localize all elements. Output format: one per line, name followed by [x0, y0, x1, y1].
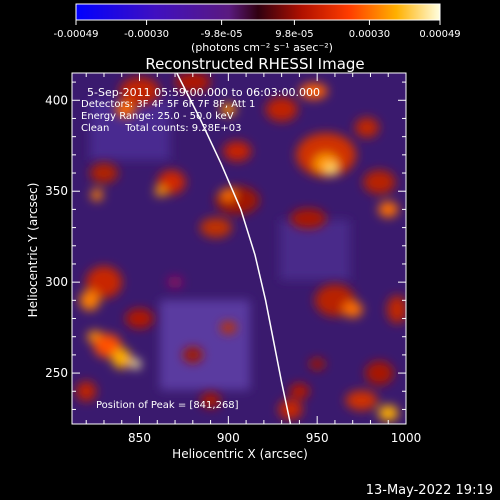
emission-blob	[345, 390, 378, 411]
emission-blob	[387, 295, 406, 324]
emission-blob	[115, 101, 136, 118]
colorbar	[75, 3, 441, 21]
colorbar-tick-label: 0.00030	[349, 29, 390, 40]
emission-blob	[220, 103, 237, 116]
emission-blob	[125, 308, 154, 329]
x-axis-label: Heliocentric X (arcsec)	[172, 447, 308, 461]
emission-blob	[76, 381, 97, 402]
y-tick-label: 400	[45, 93, 68, 107]
emission-blob	[365, 361, 394, 386]
emission-blob	[354, 117, 379, 138]
emission-blob	[223, 141, 252, 162]
x-tick-label: 900	[217, 431, 240, 445]
emission-blob	[111, 348, 132, 369]
y-tick-label: 300	[45, 275, 68, 289]
colorbar-units: (photons cm⁻² s⁻¹ asec⁻²)	[191, 41, 333, 54]
peak-position-label: Position of Peak = [841,268]	[96, 400, 239, 411]
annotation-clean: Clean Total counts: 9.28E+03	[81, 123, 241, 134]
y-axis-label: Heliocentric Y (arcsec)	[26, 183, 40, 318]
x-tick-label: 850	[128, 431, 151, 445]
colorbar-tick-label: -0.00049	[54, 29, 99, 40]
emission-blob	[289, 383, 310, 400]
emission-blob	[299, 83, 328, 100]
axes: 850 900 950 1000 250 300 350 400	[45, 73, 421, 445]
emission-blob	[220, 188, 237, 201]
chart-title: Reconstructed RHESSI Image	[145, 55, 364, 73]
emission-blob	[290, 208, 327, 229]
colorbar-ticks: -0.00049 -0.00030 -9.8e-05 9.8e-05 0.00030 0.…	[54, 20, 461, 40]
x-tick-label: 950	[306, 431, 329, 445]
emission-blob	[309, 357, 326, 370]
heatmap-image	[72, 73, 406, 424]
emission-blob	[85, 266, 122, 299]
emission-blob	[342, 301, 363, 318]
emission-blob	[378, 405, 399, 422]
x-tick-label: 1000	[391, 431, 422, 445]
emission-blob	[199, 217, 232, 238]
emission-blob	[154, 186, 167, 197]
annotation-energy: Energy Range: 25.0 - 50.0 keV	[81, 111, 234, 122]
y-tick-label: 350	[45, 184, 68, 198]
emission-blob	[167, 276, 184, 289]
y-tick-label: 250	[45, 366, 68, 380]
emission-blob	[278, 399, 303, 420]
emission-blob	[90, 188, 103, 201]
annotation-detectors: Detectors: 3F 4F 5F 6F 7F 8F, Att 1	[81, 99, 255, 110]
emission-blob	[79, 290, 100, 311]
solar-limb-curve	[176, 73, 292, 424]
emission-blob	[378, 201, 399, 218]
emission-blob	[265, 97, 298, 122]
emission-blob	[326, 164, 337, 175]
footer-date: 13-May-2022 19:19	[366, 483, 493, 498]
colorbar-tick-label: 9.8e-05	[275, 29, 313, 40]
plot-frame	[71, 72, 407, 425]
emission-blob	[220, 321, 237, 334]
emission-blob	[200, 392, 221, 409]
emission-blob	[182, 346, 203, 363]
emission-blob	[119, 77, 160, 106]
colorbar-tick-label: 0.00049	[419, 29, 460, 40]
annotation-time: 5-Sep-2011 05:59:00.000 to 06:03:00.000	[87, 86, 320, 99]
emission-blob	[363, 170, 396, 195]
colorbar-tick-label: -9.8e-05	[201, 29, 243, 40]
colorbar-tick-label: -0.00030	[124, 29, 169, 40]
emission-blob	[130, 358, 141, 369]
emission-blob	[89, 163, 118, 184]
